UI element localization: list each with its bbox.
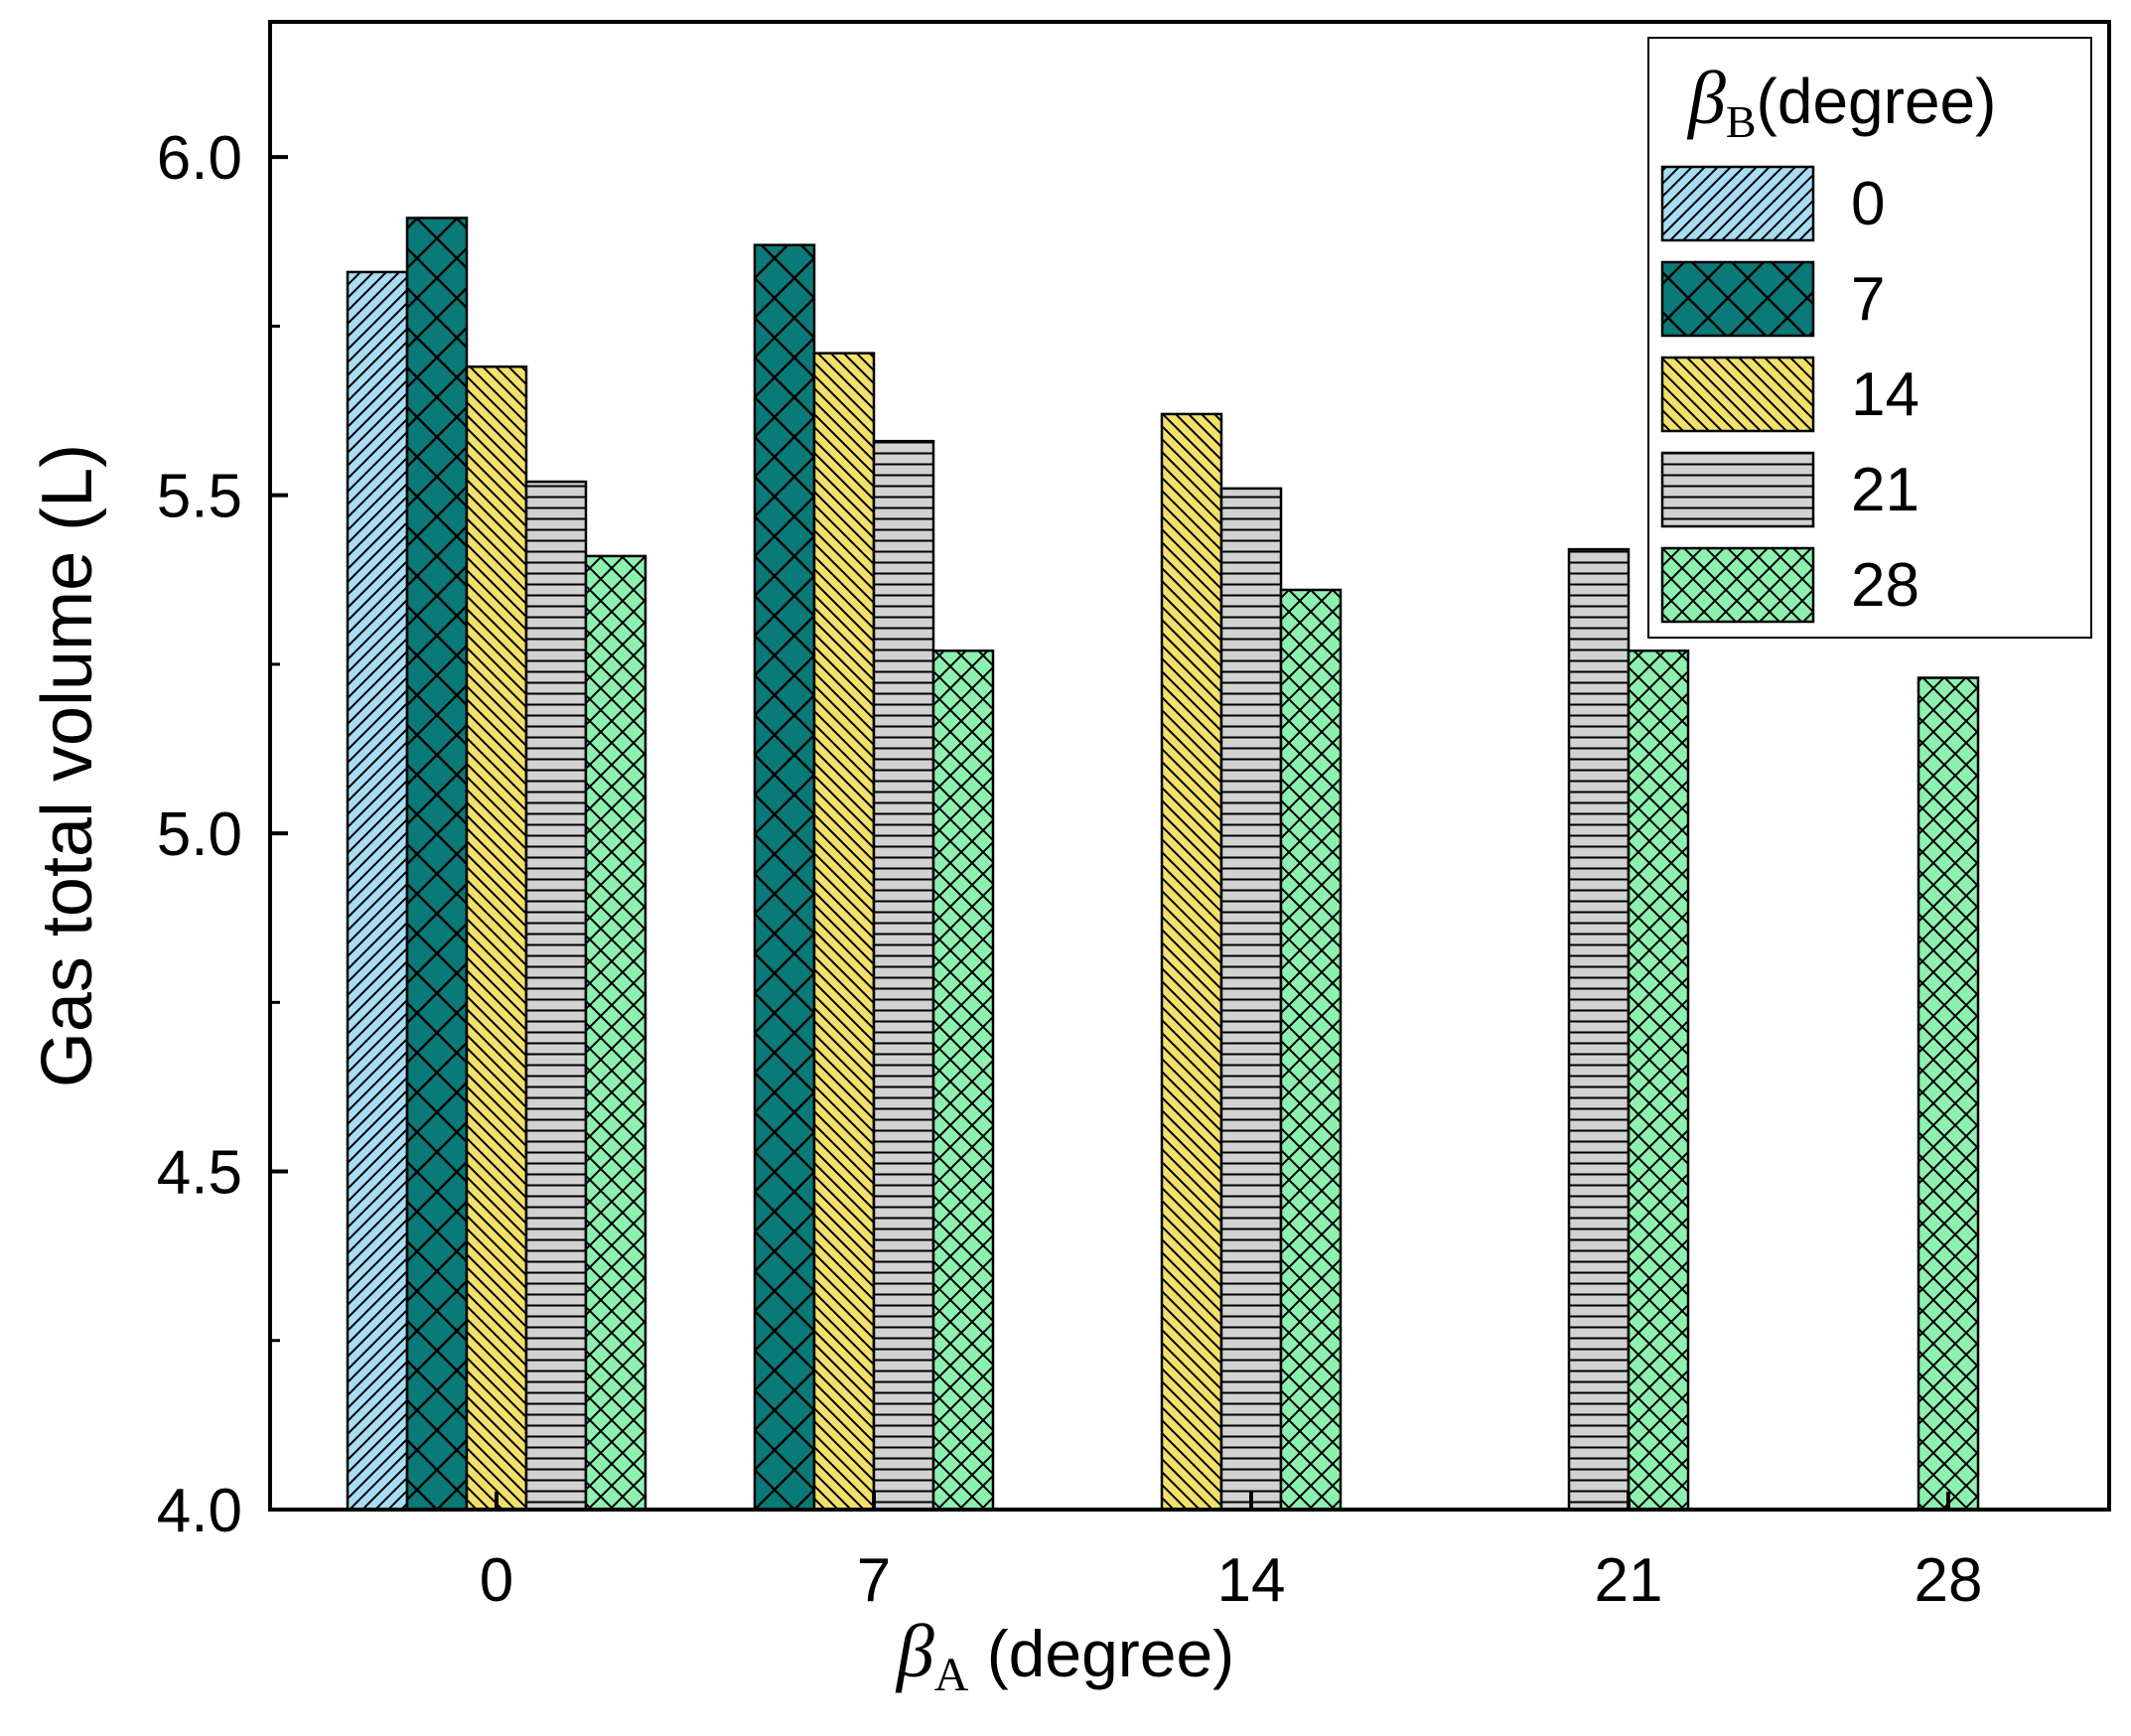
legend-label-0: 0: [1851, 170, 1885, 238]
legend-label-14: 14: [1851, 361, 1919, 429]
bar-series-14-category-7: [812, 352, 876, 1512]
legend-title-suffix: (degree): [1757, 66, 1997, 137]
x-tick-label: 21: [1595, 1546, 1663, 1615]
bars-group: [346, 217, 1980, 1512]
x-axis: 0 7 14 21 28: [480, 1492, 1983, 1615]
bar-series-28-category-0: [584, 554, 647, 1512]
bar-series-0-category-0: [346, 270, 409, 1512]
y-tick-label: 4.0: [157, 1477, 242, 1545]
y-axis-label: Gas total volume (L): [28, 444, 107, 1087]
bar-series-14-category-14: [1160, 412, 1223, 1512]
x-axis-label-subscript: A: [934, 1649, 969, 1701]
bar-series-14-category-0: [465, 365, 528, 1512]
legend-swatch-7: [1660, 260, 1815, 338]
bar-series-21-category-14: [1219, 487, 1283, 1512]
legend-label-7: 7: [1851, 265, 1885, 334]
x-tick-label: 0: [480, 1546, 513, 1615]
x-tick-label: 28: [1915, 1546, 1983, 1615]
y-tick-label: 6.0: [157, 124, 242, 193]
bar-series-21-category-21: [1567, 547, 1631, 1512]
legend-title-subscript: B: [1726, 96, 1757, 147]
y-tick-label: 4.5: [157, 1139, 242, 1208]
x-axis-label: βA (degree): [895, 1610, 1234, 1701]
legend-box: [1647, 37, 2092, 639]
bar-series-7-category-0: [405, 217, 469, 1512]
bar-series-21-category-7: [872, 439, 935, 1512]
legend-label-21: 21: [1851, 456, 1919, 524]
legend-items: 0 7 14 21 28: [1660, 165, 1919, 624]
bar-series-21-category-0: [524, 480, 588, 1512]
legend-swatch-14: [1660, 356, 1815, 433]
bar-series-28-category-28: [1917, 676, 1980, 1512]
plot-frame: [268, 20, 2111, 1512]
bar-series-28-category-14: [1279, 588, 1343, 1512]
legend-swatch-21: [1660, 451, 1815, 528]
legend-title-symbol: β: [1686, 57, 1726, 140]
legend: βB(degree) 0 7 14 21 28: [1647, 37, 2092, 639]
y-axis: 4.0 4.5 5.0 5.5 6.0: [157, 124, 288, 1545]
x-tick-label: 7: [857, 1546, 891, 1615]
x-tick-label: 14: [1217, 1546, 1286, 1615]
x-axis-label-symbol: β: [895, 1610, 934, 1693]
legend-title: βB(degree): [1686, 57, 1996, 147]
bar-series-28-category-7: [931, 649, 995, 1512]
legend-swatch-28: [1660, 546, 1815, 624]
y-tick-label: 5.0: [157, 800, 242, 869]
x-axis-label-suffix: (degree): [968, 1617, 1234, 1690]
y-tick-label: 5.5: [157, 463, 242, 531]
bar-series-7-category-7: [753, 243, 816, 1512]
legend-swatch-0: [1660, 165, 1815, 242]
bar-series-28-category-21: [1627, 649, 1690, 1512]
legend-label-28: 28: [1851, 551, 1919, 620]
